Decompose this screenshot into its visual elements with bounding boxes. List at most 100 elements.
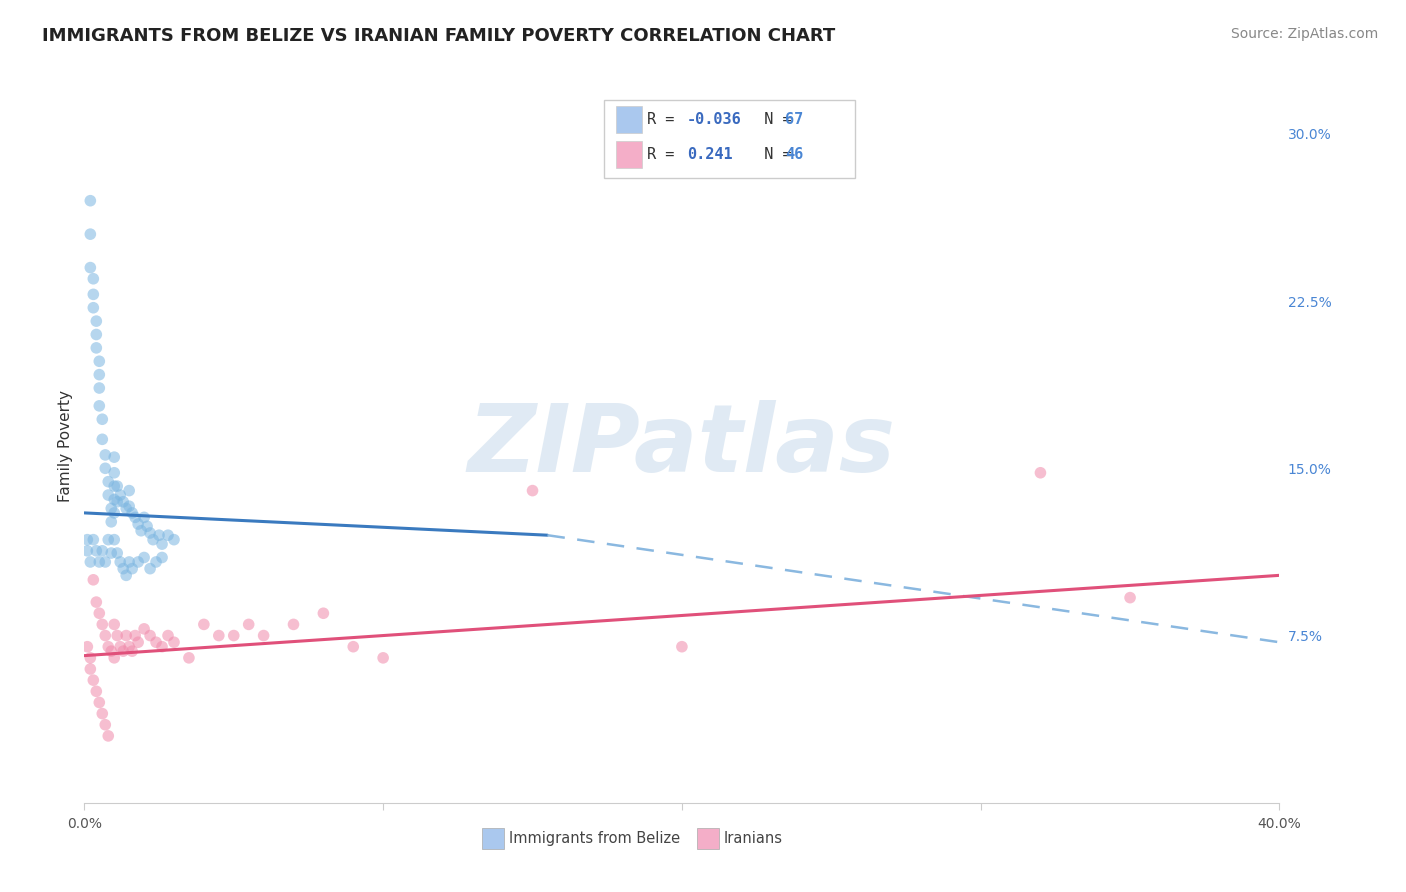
Text: 67: 67 (785, 112, 803, 128)
Point (193, 617, 215, 632)
Point (145, 635, 167, 649)
Bar (616, 106, 643, 134)
Point (139, 525, 162, 540)
Text: N =: N = (747, 146, 801, 161)
Point (150, 550, 173, 565)
Point (97, 729, 120, 743)
Text: IMMIGRANTS FROM BELIZE VS IRANIAN FAMILY POVERTY CORRELATION CHART: IMMIGRANTS FROM BELIZE VS IRANIAN FAMILY… (42, 27, 835, 45)
Point (89, 399, 111, 413)
Point (112, 562, 135, 576)
Point (177, 651, 200, 665)
Point (283, 617, 305, 632)
Point (127, 516, 149, 531)
Point (86, 543, 108, 558)
Point (82, 573, 104, 587)
Point (100, 546, 122, 560)
Point (136, 519, 159, 533)
Point (118, 499, 141, 513)
Point (342, 640, 364, 654)
Point (208, 628, 231, 642)
Text: N =: N = (747, 112, 801, 128)
Y-axis label: Family Poverty: Family Poverty (58, 390, 73, 502)
Point (103, 617, 125, 632)
Point (105, 479, 128, 493)
Point (150, 537, 173, 551)
Point (139, 562, 162, 576)
Point (82, 287, 104, 301)
Point (86, 314, 108, 328)
Point (110, 640, 132, 654)
Point (121, 506, 143, 520)
Text: 46: 46 (785, 146, 803, 161)
Point (121, 644, 143, 658)
Point (91, 543, 114, 558)
Point (103, 533, 125, 547)
Point (103, 651, 125, 665)
Bar (616, 141, 643, 168)
Point (94, 628, 117, 642)
Point (522, 483, 544, 498)
Point (115, 568, 138, 582)
Text: Iranians: Iranians (724, 831, 783, 846)
Point (145, 555, 167, 569)
Point (150, 640, 173, 654)
Point (105, 628, 128, 642)
Point (89, 555, 111, 569)
Point (118, 483, 141, 498)
Point (89, 696, 111, 710)
Point (86, 327, 108, 342)
Point (132, 510, 156, 524)
Point (238, 617, 260, 632)
Point (105, 546, 128, 560)
Point (91, 432, 114, 446)
Point (132, 622, 156, 636)
Point (89, 607, 111, 621)
Point (163, 635, 186, 649)
Point (97, 475, 120, 489)
Point (89, 368, 111, 382)
Point (103, 506, 125, 520)
Point (94, 555, 117, 569)
Point (79, 662, 101, 676)
Point (89, 354, 111, 368)
Point (97, 533, 120, 547)
Point (142, 533, 165, 547)
Text: -0.036: -0.036 (686, 112, 741, 128)
Point (1119, 591, 1142, 605)
Point (97, 640, 120, 654)
Point (94, 461, 117, 475)
Point (82, 271, 104, 285)
Point (115, 628, 138, 642)
Point (100, 501, 122, 516)
Point (103, 450, 125, 464)
Bar (697, 828, 718, 849)
Point (110, 555, 132, 569)
Point (132, 550, 156, 565)
Point (157, 628, 180, 642)
Point (91, 412, 114, 426)
Point (253, 628, 276, 642)
Point (312, 607, 335, 621)
Text: R =: R = (647, 146, 693, 161)
Point (76, 640, 98, 654)
Point (79, 260, 101, 275)
Point (103, 492, 125, 507)
Point (79, 555, 101, 569)
Point (94, 717, 117, 731)
Point (82, 673, 104, 687)
Point (118, 640, 141, 654)
Point (86, 341, 108, 355)
Point (112, 644, 135, 658)
Bar (482, 828, 503, 849)
Point (76, 543, 98, 558)
Text: 0.241: 0.241 (686, 146, 733, 161)
Text: ZIPatlas: ZIPatlas (468, 400, 896, 492)
Point (148, 528, 170, 542)
Point (105, 494, 128, 508)
Point (127, 635, 149, 649)
Point (91, 706, 114, 721)
Point (97, 488, 120, 502)
Point (127, 555, 149, 569)
Point (86, 595, 108, 609)
Point (94, 448, 117, 462)
